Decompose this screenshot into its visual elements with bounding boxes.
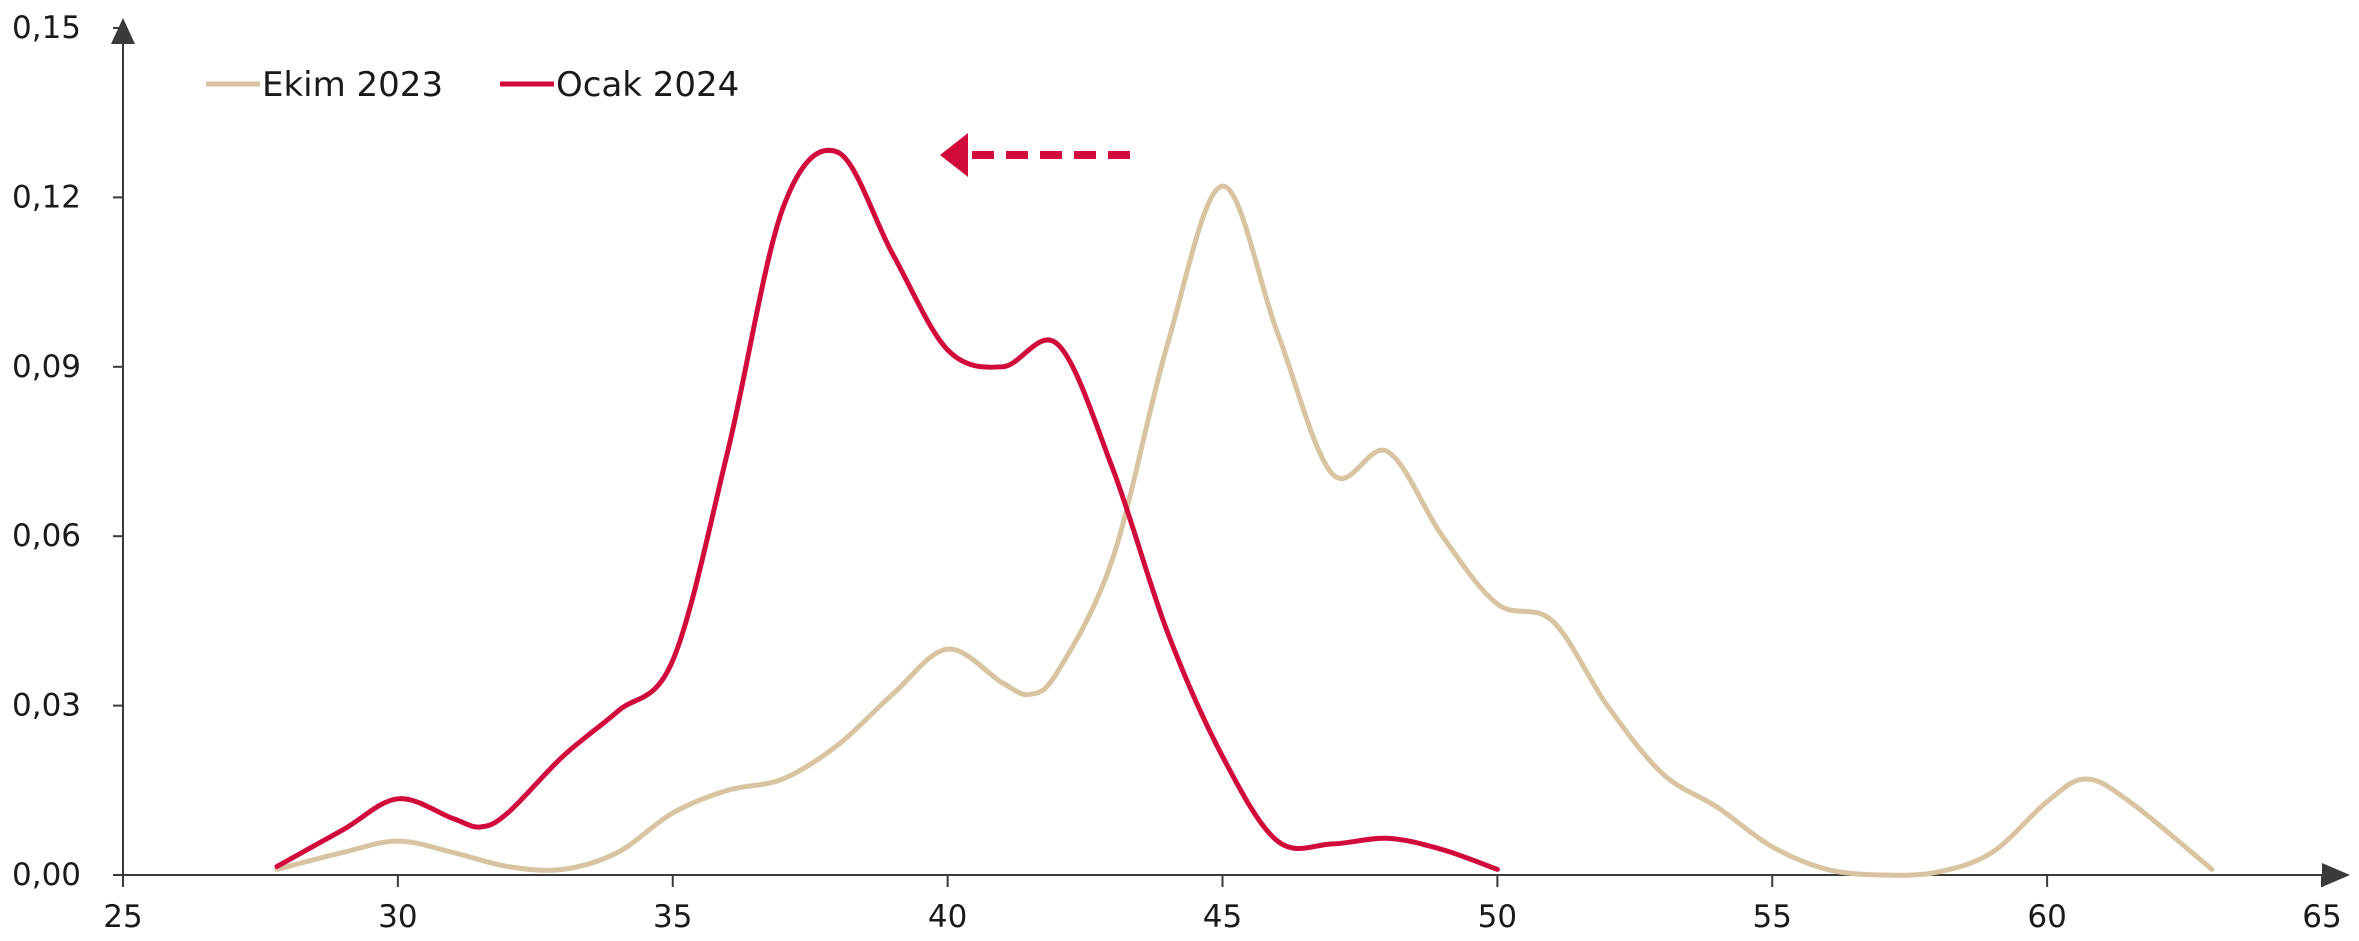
x-tick-label: 35 bbox=[653, 899, 692, 935]
x-tick-label: 45 bbox=[1203, 899, 1242, 935]
legend-label: Ocak 2024 bbox=[556, 65, 739, 105]
legend: Ekim 2023 Ocak 2024 bbox=[206, 65, 739, 105]
x-axis-arrowhead bbox=[2322, 863, 2350, 887]
arrow-left-icon bbox=[940, 133, 968, 177]
y-tick-label: 0,03 bbox=[12, 688, 81, 724]
y-tick-label: 0,00 bbox=[12, 857, 81, 893]
y-tick-label: 0,15 bbox=[12, 10, 81, 46]
y-axis-arrowhead bbox=[111, 18, 135, 44]
series-line-ocak-2024 bbox=[274, 147, 1500, 872]
shift-arrow-annotation bbox=[940, 133, 1130, 177]
x-tick-label: 40 bbox=[928, 899, 967, 935]
y-tick-label: 0,12 bbox=[12, 179, 81, 215]
x-tick-label: 55 bbox=[1753, 899, 1792, 935]
y-tick-label: 0,09 bbox=[12, 349, 81, 385]
x-tick-label: 30 bbox=[378, 899, 417, 935]
x-tick-label: 50 bbox=[1478, 899, 1517, 935]
x-tick-label: 25 bbox=[103, 899, 142, 935]
series-lines bbox=[274, 147, 2215, 878]
series-line-ekim-2023 bbox=[274, 183, 2215, 878]
legend-label: Ekim 2023 bbox=[262, 65, 443, 105]
x-tick-label: 65 bbox=[2302, 899, 2341, 935]
y-tick-label: 0,06 bbox=[12, 518, 81, 554]
x-tick-label: 60 bbox=[2027, 899, 2066, 935]
axes: 25 30 35 40 45 50 55 60 65 0,00 0,03 0,06 0,09 0,12 0,… bbox=[12, 10, 2350, 935]
